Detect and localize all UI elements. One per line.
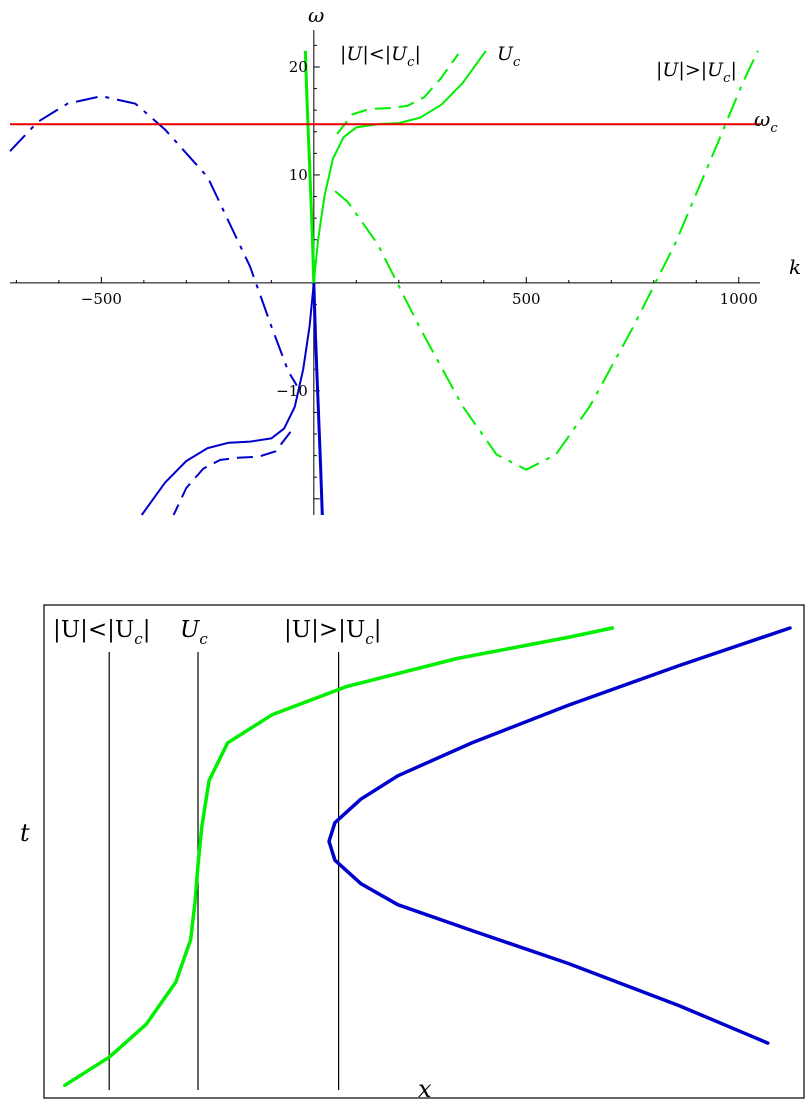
trajectory-green — [63, 626, 615, 1088]
curve-green-dashdot-fast — [334, 50, 759, 471]
bottom-curves — [63, 626, 792, 1088]
curve-blue-dashdot — [9, 95, 298, 387]
label-fast: |U|>|Uc| — [656, 59, 737, 86]
plot-frame — [43, 604, 805, 1099]
label-slow: |U|<|Uc| — [340, 43, 421, 70]
label-omega-c: ωc — [754, 107, 778, 136]
curve-green-steep — [303, 50, 316, 283]
trajectory-blue — [327, 626, 792, 1045]
curve-blue-dashed — [172, 431, 292, 516]
characteristics-chart: |U|<|Uc| Uc |U|>|Uc| t x — [20, 604, 805, 1103]
bottom-label-fast: |U|>|Uc| — [284, 617, 381, 648]
t-axis-label: t — [20, 819, 30, 847]
curve-blue-solid — [140, 282, 315, 516]
bottom-label-crit: Uc — [180, 617, 208, 648]
y-axis-label: ω — [308, 3, 324, 27]
top-axes — [10, 30, 760, 515]
x-axis-label: k — [789, 255, 801, 279]
curve-green-solid-crit — [312, 50, 487, 283]
y-tick-label: 20 — [289, 58, 308, 76]
dispersion-chart: −500 500 1000 −10 10 20 ω k |U|<|Uc| Uc |U|>|… — [9, 3, 801, 516]
curve-green-dashed — [336, 53, 460, 135]
x-tick-label: 500 — [512, 290, 541, 308]
x-tick-label: 1000 — [720, 290, 758, 308]
y-tick-label: 10 — [289, 166, 308, 184]
label-crit: Uc — [497, 43, 521, 70]
y-tick-label: −10 — [276, 382, 308, 400]
top-tick-labels: −500 500 1000 −10 10 20 — [81, 58, 758, 400]
curve-blue-steep — [312, 282, 324, 516]
bottom-label-slow: |U|<|Uc| — [53, 617, 150, 648]
x-tick-label: −500 — [81, 290, 122, 308]
top-curves — [9, 50, 760, 516]
x-axis-label-bottom: x — [418, 1075, 432, 1103]
